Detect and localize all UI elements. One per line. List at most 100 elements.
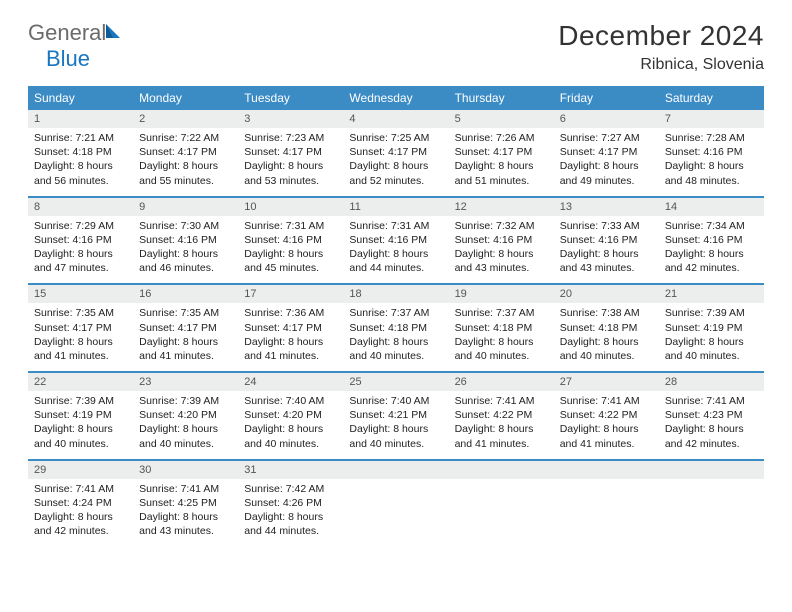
day-cell: Sunrise: 7:41 AMSunset: 4:22 PMDaylight:… [449, 391, 554, 459]
day-number-row: 293031 [28, 461, 764, 479]
day-number: 10 [238, 198, 343, 216]
sunset-line: Sunset: 4:26 PM [244, 496, 337, 510]
day-cell: Sunrise: 7:25 AMSunset: 4:17 PMDaylight:… [343, 128, 448, 196]
sunset-line: Sunset: 4:19 PM [34, 408, 127, 422]
daylight-line: Daylight: 8 hours and 41 minutes. [139, 335, 232, 363]
daylight-line: Daylight: 8 hours and 43 minutes. [139, 510, 232, 538]
sunrise-line: Sunrise: 7:36 AM [244, 306, 337, 320]
month-title: December 2024 [558, 20, 764, 52]
sunrise-line: Sunrise: 7:37 AM [349, 306, 442, 320]
sunset-line: Sunset: 4:16 PM [665, 145, 758, 159]
daylight-line: Daylight: 8 hours and 40 minutes. [349, 335, 442, 363]
day-number: 20 [554, 285, 659, 303]
day-content-row: Sunrise: 7:29 AMSunset: 4:16 PMDaylight:… [28, 216, 764, 284]
daylight-line: Daylight: 8 hours and 42 minutes. [34, 510, 127, 538]
sunset-line: Sunset: 4:17 PM [244, 321, 337, 335]
day-cell: Sunrise: 7:33 AMSunset: 4:16 PMDaylight:… [554, 216, 659, 284]
day-cell: Sunrise: 7:34 AMSunset: 4:16 PMDaylight:… [659, 216, 764, 284]
day-number: 26 [449, 373, 554, 391]
daylight-line: Daylight: 8 hours and 49 minutes. [560, 159, 653, 187]
daylight-line: Daylight: 8 hours and 40 minutes. [349, 422, 442, 450]
sunrise-line: Sunrise: 7:37 AM [455, 306, 548, 320]
daylight-line: Daylight: 8 hours and 40 minutes. [455, 335, 548, 363]
sunrise-line: Sunrise: 7:26 AM [455, 131, 548, 145]
sunset-line: Sunset: 4:17 PM [139, 321, 232, 335]
day-content-row: Sunrise: 7:41 AMSunset: 4:24 PMDaylight:… [28, 479, 764, 547]
sunrise-line: Sunrise: 7:32 AM [455, 219, 548, 233]
sunrise-line: Sunrise: 7:38 AM [560, 306, 653, 320]
daylight-line: Daylight: 8 hours and 44 minutes. [349, 247, 442, 275]
day-number-row: 891011121314 [28, 198, 764, 216]
day-cell: Sunrise: 7:37 AMSunset: 4:18 PMDaylight:… [343, 303, 448, 371]
sunset-line: Sunset: 4:16 PM [139, 233, 232, 247]
day-cell: Sunrise: 7:35 AMSunset: 4:17 PMDaylight:… [28, 303, 133, 371]
daylight-line: Daylight: 8 hours and 43 minutes. [455, 247, 548, 275]
daylight-line: Daylight: 8 hours and 56 minutes. [34, 159, 127, 187]
daylight-line: Daylight: 8 hours and 42 minutes. [665, 247, 758, 275]
day-cell: Sunrise: 7:29 AMSunset: 4:16 PMDaylight:… [28, 216, 133, 284]
sunset-line: Sunset: 4:20 PM [244, 408, 337, 422]
day-number: 14 [659, 198, 764, 216]
day-cell: Sunrise: 7:41 AMSunset: 4:24 PMDaylight:… [28, 479, 133, 547]
sunrise-line: Sunrise: 7:39 AM [665, 306, 758, 320]
sunset-line: Sunset: 4:25 PM [139, 496, 232, 510]
day-number: 3 [238, 110, 343, 128]
day-number: 4 [343, 110, 448, 128]
daylight-line: Daylight: 8 hours and 40 minutes. [34, 422, 127, 450]
day-cell: Sunrise: 7:39 AMSunset: 4:19 PMDaylight:… [28, 391, 133, 459]
day-number-row: 22232425262728 [28, 373, 764, 391]
day-cell: Sunrise: 7:41 AMSunset: 4:25 PMDaylight:… [133, 479, 238, 547]
daylight-line: Daylight: 8 hours and 55 minutes. [139, 159, 232, 187]
daylight-line: Daylight: 8 hours and 40 minutes. [560, 335, 653, 363]
sunrise-line: Sunrise: 7:23 AM [244, 131, 337, 145]
title-block: December 2024 Ribnica, Slovenia [558, 20, 764, 74]
daylight-line: Daylight: 8 hours and 41 minutes. [34, 335, 127, 363]
daylight-line: Daylight: 8 hours and 48 minutes. [665, 159, 758, 187]
day-cell: Sunrise: 7:41 AMSunset: 4:22 PMDaylight:… [554, 391, 659, 459]
daylight-line: Daylight: 8 hours and 44 minutes. [244, 510, 337, 538]
sunrise-line: Sunrise: 7:28 AM [665, 131, 758, 145]
sunrise-line: Sunrise: 7:31 AM [244, 219, 337, 233]
daylight-line: Daylight: 8 hours and 40 minutes. [244, 422, 337, 450]
sunrise-line: Sunrise: 7:21 AM [34, 131, 127, 145]
empty-day-cell [343, 479, 448, 547]
day-number: 16 [133, 285, 238, 303]
day-cell: Sunrise: 7:39 AMSunset: 4:20 PMDaylight:… [133, 391, 238, 459]
daylight-line: Daylight: 8 hours and 41 minutes. [244, 335, 337, 363]
daylight-line: Daylight: 8 hours and 47 minutes. [34, 247, 127, 275]
empty-day-cell [449, 479, 554, 547]
day-number: 17 [238, 285, 343, 303]
day-of-week-header: Friday [554, 86, 659, 110]
sunrise-line: Sunrise: 7:35 AM [139, 306, 232, 320]
day-cell: Sunrise: 7:30 AMSunset: 4:16 PMDaylight:… [133, 216, 238, 284]
daylight-line: Daylight: 8 hours and 40 minutes. [665, 335, 758, 363]
day-cell: Sunrise: 7:31 AMSunset: 4:16 PMDaylight:… [238, 216, 343, 284]
sunrise-line: Sunrise: 7:27 AM [560, 131, 653, 145]
day-cell: Sunrise: 7:36 AMSunset: 4:17 PMDaylight:… [238, 303, 343, 371]
daylight-line: Daylight: 8 hours and 46 minutes. [139, 247, 232, 275]
day-of-week-header: Thursday [449, 86, 554, 110]
day-cell: Sunrise: 7:35 AMSunset: 4:17 PMDaylight:… [133, 303, 238, 371]
day-number: 23 [133, 373, 238, 391]
day-number: 21 [659, 285, 764, 303]
sunrise-line: Sunrise: 7:42 AM [244, 482, 337, 496]
sunset-line: Sunset: 4:17 PM [455, 145, 548, 159]
day-number: 11 [343, 198, 448, 216]
sunset-line: Sunset: 4:17 PM [34, 321, 127, 335]
day-content-row: Sunrise: 7:35 AMSunset: 4:17 PMDaylight:… [28, 303, 764, 371]
sunrise-line: Sunrise: 7:35 AM [34, 306, 127, 320]
day-number: 1 [28, 110, 133, 128]
sunrise-line: Sunrise: 7:40 AM [244, 394, 337, 408]
day-number-row: 15161718192021 [28, 285, 764, 303]
logo: General Blue [28, 20, 124, 72]
day-number: 25 [343, 373, 448, 391]
sunrise-line: Sunrise: 7:29 AM [34, 219, 127, 233]
sunrise-line: Sunrise: 7:39 AM [34, 394, 127, 408]
daylight-line: Daylight: 8 hours and 41 minutes. [560, 422, 653, 450]
sunrise-line: Sunrise: 7:41 AM [455, 394, 548, 408]
day-of-week-header: Tuesday [238, 86, 343, 110]
daylight-line: Daylight: 8 hours and 53 minutes. [244, 159, 337, 187]
daylight-line: Daylight: 8 hours and 41 minutes. [455, 422, 548, 450]
day-cell: Sunrise: 7:21 AMSunset: 4:18 PMDaylight:… [28, 128, 133, 196]
empty-day-number [659, 461, 764, 479]
